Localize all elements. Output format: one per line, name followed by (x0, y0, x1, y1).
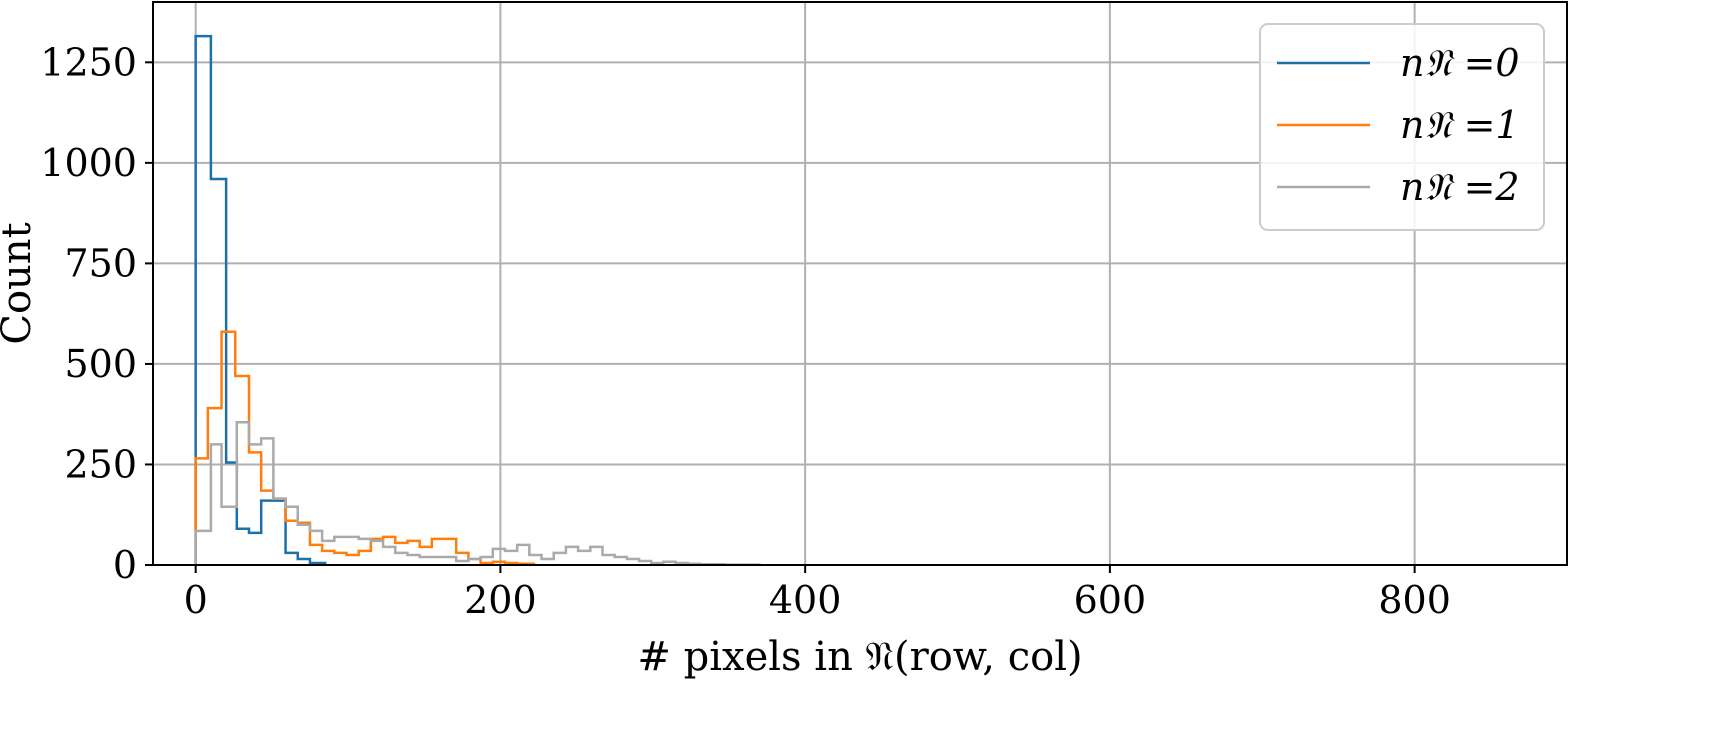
y-axis: 0 250 500 750 1000 1250 (40, 40, 153, 587)
series-line-2 (194, 420, 761, 566)
x-axis-label: # pixels in 𝔑(row, col) (637, 634, 1082, 680)
y-tick-label-2: 500 (64, 342, 137, 386)
x-tick-label-1: 200 (464, 578, 537, 622)
y-tick-label-0: 0 (113, 543, 137, 587)
x-tick-label-2: 400 (769, 578, 842, 622)
series-line-0 (194, 34, 327, 565)
legend-label-1: n𝔑 =1 (1400, 103, 1520, 147)
y-tick-label-5: 1250 (40, 40, 137, 84)
y-tick-label-3: 750 (64, 241, 137, 285)
y-tick-label-4: 1000 (40, 141, 137, 185)
series-group (194, 34, 761, 566)
plot-frame (152, 1, 1568, 566)
x-tick-label-4: 800 (1378, 578, 1451, 622)
legend-box (1259, 23, 1545, 231)
x-tick-label-3: 600 (1074, 578, 1147, 622)
x-tick-label-0: 0 (184, 578, 208, 622)
x-axis: 0 200 400 600 800 (184, 565, 1451, 622)
legend: n𝔑 =0 n𝔑 =1 n𝔑 =2 (1259, 23, 1545, 231)
y-axis-label: Count (0, 222, 40, 344)
legend-label-2: n𝔑 =2 (1400, 165, 1520, 209)
y-tick-label-1: 250 (64, 442, 137, 486)
legend-label-0: n𝔑 =0 (1400, 41, 1520, 85)
